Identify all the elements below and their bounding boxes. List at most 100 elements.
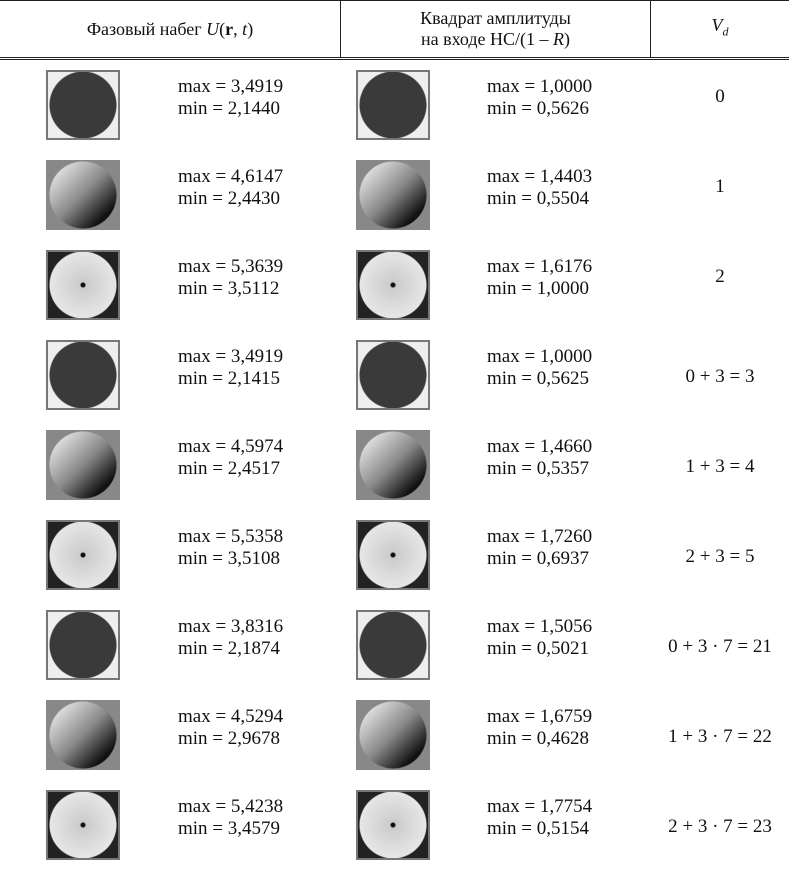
range-text: min = 0,5357 [487,458,592,480]
amplitude-image [356,160,430,230]
range-text: max = 4,5294 [178,706,283,728]
header-text: , [233,19,242,39]
range-text: max = 1,4403 [487,166,592,188]
amplitude-image [356,700,430,770]
header-cell: Vd [651,1,789,57]
header-text: Vd [712,15,729,43]
phase-range: max = 5,5358min = 3,5108 [178,526,283,570]
range-text: min = 0,5504 [487,188,592,210]
range-text: max = 3,8316 [178,616,283,638]
phase-image [46,610,120,680]
range-text: max = 1,7754 [487,796,592,818]
range-text: min = 1,0000 [487,278,592,300]
range-text: max = 5,3639 [178,256,283,278]
amplitude-image [356,430,430,500]
header-symbol: U [206,19,219,39]
range-text: min = 2,1415 [178,368,283,390]
range-text: max = 1,0000 [487,346,592,368]
amplitude-image [356,250,430,320]
range-text: min = 0,4628 [487,728,592,750]
range-text: max = 4,6147 [178,166,283,188]
vd-value: 2 + 3 · 7 = 23 [651,816,789,838]
range-text: max = 1,6176 [487,256,592,278]
vd-value: 1 [651,176,789,198]
vd-value: 0 [651,86,789,108]
table-header: Фазовый набег U(r, t) Квадрат амплитуды … [0,0,789,60]
range-text: max = 1,5056 [487,616,592,638]
header-text: ) [247,19,253,39]
table-row: max = 4,5974min = 2,4517 max = 1,4660min … [0,422,789,512]
table-page: Фазовый набег U(r, t) Квадрат амплитуды … [0,0,789,873]
header-text: Фазовый набег [87,19,206,39]
range-text: max = 3,4919 [178,76,283,98]
range-text: min = 3,4579 [178,818,283,840]
vd-value: 0 + 3 · 7 = 21 [651,636,789,658]
range-text: max = 5,4238 [178,796,283,818]
range-text: min = 2,4517 [178,458,283,480]
range-text: min = 0,5625 [487,368,592,390]
header-symbol: r [225,19,233,39]
header-text: Фазовый набег U(r, t) [87,19,253,40]
range-text: min = 0,5021 [487,638,592,660]
range-text: max = 5,5358 [178,526,283,548]
range-text: min = 2,1874 [178,638,283,660]
range-text: min = 0,5154 [487,818,592,840]
phase-image [46,160,120,230]
phase-image [46,520,120,590]
range-text: max = 1,6759 [487,706,592,728]
amplitude-image [356,790,430,860]
range-text: max = 1,7260 [487,526,592,548]
header-subscript: d [723,25,729,39]
vd-value: 2 + 3 = 5 [651,546,789,568]
range-text: min = 3,5108 [178,548,283,570]
range-text: max = 3,4919 [178,346,283,368]
vd-value: 0 + 3 = 3 [651,366,789,388]
header-text: на входе НС/(1 – R) [421,29,570,50]
amplitude-image [356,340,430,410]
range-text: max = 4,5974 [178,436,283,458]
range-text: min = 2,9678 [178,728,283,750]
amplitude-image [356,610,430,680]
range-text: min = 3,5112 [178,278,283,300]
range-text: min = 2,4430 [178,188,283,210]
range-text: max = 1,0000 [487,76,592,98]
range-text: min = 0,5626 [487,98,592,120]
header-text: Квадрат амплитуды [420,8,571,29]
phase-image [46,430,120,500]
header-symbol: R [553,29,564,49]
header-cell: Фазовый набег U(r, t) [0,1,340,57]
phase-image [46,70,120,140]
header-cell: Квадрат амплитуды на входе НС/(1 – R) [341,1,650,57]
phase-image [46,340,120,410]
vd-value: 2 [651,266,789,288]
phase-image [46,700,120,770]
header-text: ) [564,29,570,49]
header-text: на входе НС/(1 – [421,29,553,49]
vd-value: 1 + 3 = 4 [651,456,789,478]
range-text: min = 2,1440 [178,98,283,120]
range-text: min = 0,6937 [487,548,592,570]
